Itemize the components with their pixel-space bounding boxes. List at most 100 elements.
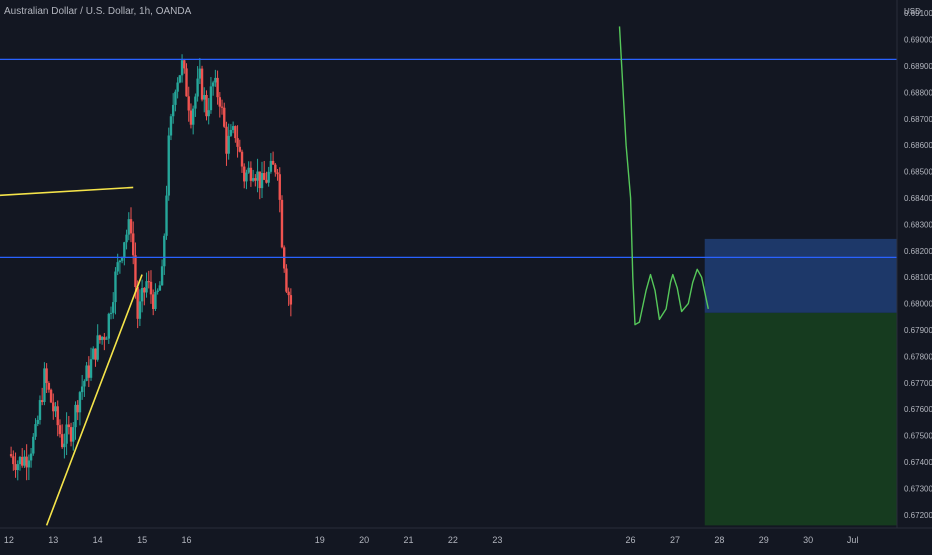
candle-body (214, 77, 217, 83)
y-tick-label: 0.67600 (904, 405, 932, 414)
y-tick-label: 0.68300 (904, 220, 932, 229)
x-tick-label: 14 (93, 535, 103, 545)
candle-body (38, 400, 42, 420)
candle-body (176, 82, 179, 92)
candle-body (45, 368, 48, 383)
trend-line-2 (45, 274, 143, 526)
candle-body (196, 78, 199, 97)
candle-body (163, 235, 166, 267)
candle-body (231, 126, 235, 130)
y-tick-label: 0.68900 (904, 62, 932, 71)
candle-body (169, 116, 173, 136)
x-tick-label: 23 (492, 535, 502, 545)
candle-body (194, 96, 197, 109)
candle-body (18, 456, 22, 465)
candle-body (207, 110, 210, 117)
candle-body (149, 281, 153, 295)
x-tick-label: 27 (670, 535, 680, 545)
candle-body (123, 242, 126, 258)
candle-body (289, 295, 293, 305)
candle-body (83, 380, 86, 387)
chart-title: Australian Dollar / U.S. Dollar, 1h, OAN… (4, 6, 192, 17)
candle-body (136, 286, 139, 319)
candle-body (180, 60, 184, 76)
candle-body (78, 392, 82, 413)
candle-body (174, 91, 177, 105)
candle-body (34, 424, 37, 437)
y-tick-label: 0.67300 (904, 484, 932, 493)
candle-body (203, 94, 206, 100)
candle-body (52, 402, 55, 412)
candle-body (260, 173, 264, 189)
candle-body (25, 456, 28, 468)
candle-body (120, 257, 124, 261)
candle-body (72, 427, 75, 442)
candle-body (236, 138, 239, 147)
candle-body (167, 135, 170, 196)
candle-body (134, 255, 137, 287)
y-tick-label: 0.67700 (904, 379, 932, 388)
candle-body (229, 129, 233, 136)
price-axis (897, 0, 932, 550)
candle-body (249, 167, 253, 181)
x-tick-label: 26 (626, 535, 636, 545)
candle-body (278, 174, 281, 200)
candle-body (14, 464, 17, 471)
candle-body (158, 285, 162, 291)
candle-body (240, 151, 244, 167)
candle-body (145, 281, 148, 293)
y-tick-label: 0.68500 (904, 168, 932, 177)
candle-body (63, 443, 66, 448)
candle-body (147, 281, 150, 283)
candle-body (36, 419, 39, 425)
candle-body (32, 436, 35, 454)
candle-body (160, 266, 164, 286)
candle-body (265, 179, 268, 183)
candle-body (105, 338, 108, 340)
candle-body (43, 368, 46, 403)
y-tick-label: 0.69100 (904, 9, 932, 18)
candle-body (205, 94, 208, 117)
candle-body (85, 365, 88, 381)
candle-body (274, 164, 277, 173)
candle-body (243, 166, 246, 182)
candle-body (258, 171, 261, 189)
x-tick-label: Jul (847, 535, 859, 545)
candle-body (238, 146, 241, 152)
candle-body (92, 348, 95, 360)
candle-body (116, 262, 119, 272)
candle-body (211, 82, 215, 87)
candle-body (143, 287, 146, 293)
candle-body (103, 336, 106, 340)
candle-body (165, 195, 168, 236)
x-tick-label: 15 (137, 535, 147, 545)
candle-body (185, 68, 188, 97)
candle-body (198, 68, 202, 79)
candle-body (127, 219, 130, 235)
candle-body (132, 233, 135, 256)
x-tick-label: 16 (181, 535, 191, 545)
candle-body (183, 60, 186, 69)
candle-body (287, 291, 290, 296)
candle-body (21, 456, 24, 466)
candle-body (118, 260, 122, 263)
candle-body (171, 104, 175, 117)
y-tick-label: 0.68000 (904, 300, 932, 309)
candle-body (109, 312, 113, 314)
x-tick-label: 30 (803, 535, 813, 545)
candle-body (154, 291, 157, 309)
candle-body (114, 271, 117, 303)
x-tick-label: 21 (404, 535, 414, 545)
candle-body (187, 96, 190, 111)
candle-body (276, 172, 279, 175)
candle-body (65, 424, 68, 444)
candle-body (285, 268, 288, 292)
candle-body (223, 107, 226, 127)
candle-body (112, 302, 115, 313)
x-tick-label: 29 (759, 535, 769, 545)
candle-body (76, 404, 79, 413)
x-tick-label: 13 (48, 535, 58, 545)
y-tick-label: 0.68400 (904, 194, 932, 203)
